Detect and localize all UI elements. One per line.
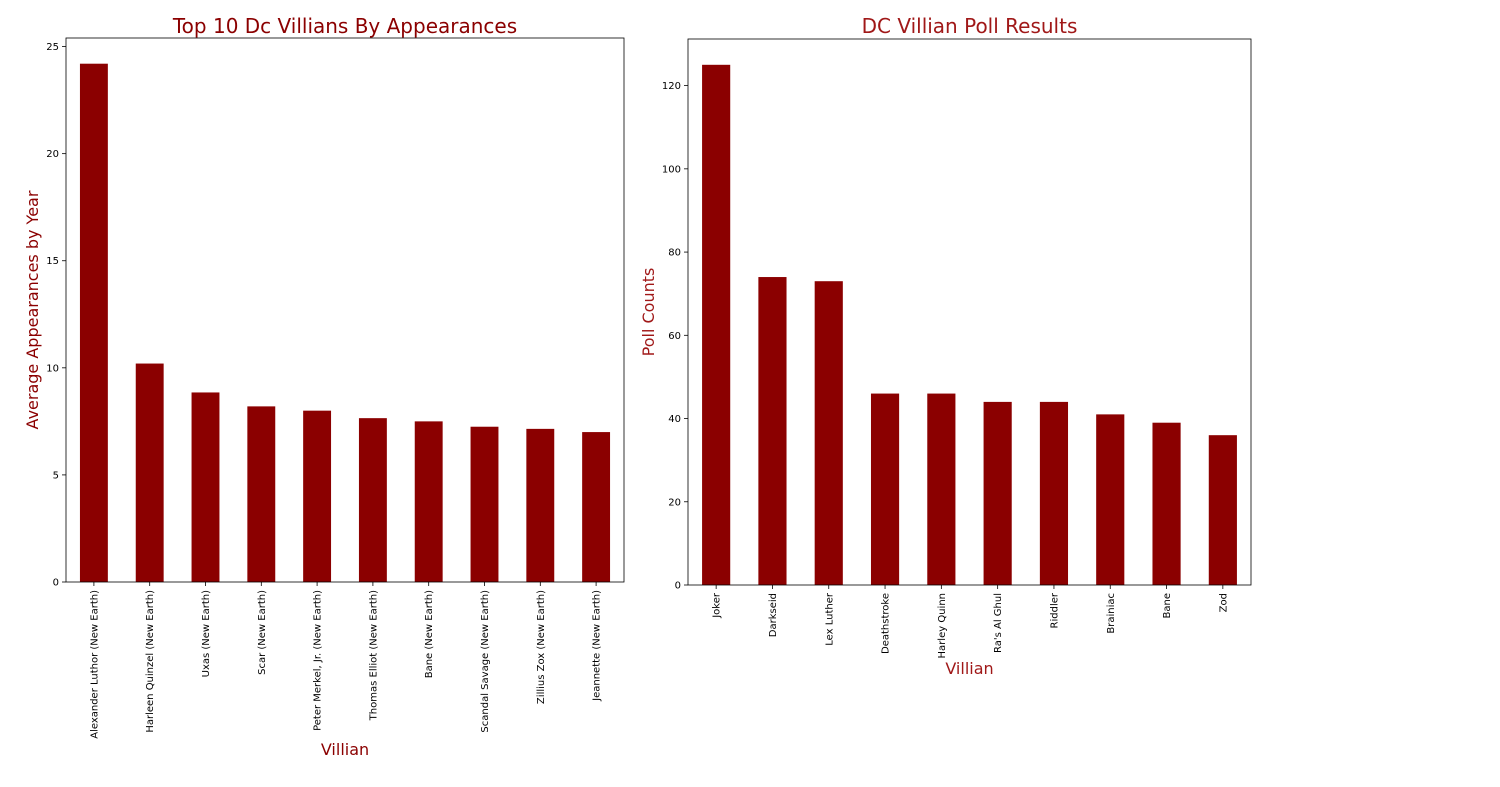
plot-frame xyxy=(687,38,1252,586)
chart-title: DC Villian Poll Results xyxy=(862,14,1078,38)
bar xyxy=(79,63,108,582)
bar xyxy=(526,428,555,582)
y-tick-label: 20 xyxy=(668,497,681,508)
y-axis-title: Average Appearances by Year xyxy=(23,190,42,429)
y-tick-label: 20 xyxy=(46,149,59,160)
x-tick-label: Bane (New Earth) xyxy=(424,590,435,678)
bar xyxy=(1208,435,1237,585)
y-tick-label: 80 xyxy=(668,248,681,259)
bar xyxy=(582,432,611,582)
bar xyxy=(1096,414,1125,585)
y-axis-title: Poll Counts xyxy=(639,268,658,357)
bar xyxy=(927,393,956,585)
x-tick-label: Deathstroke xyxy=(881,593,892,654)
x-tick-label: Lex Luther xyxy=(824,592,835,646)
bar xyxy=(983,401,1012,585)
x-tick-label: Bane xyxy=(1162,593,1173,618)
x-tick-label: Zillius Zox (New Earth) xyxy=(536,590,547,704)
plot-frame xyxy=(65,37,625,583)
bar xyxy=(135,363,164,582)
x-tick-label: Jeannette (New Earth) xyxy=(592,590,603,702)
x-tick-label: Scar (New Earth) xyxy=(257,590,268,675)
bar xyxy=(814,281,843,585)
bar xyxy=(470,426,499,582)
x-tick-label: Scandal Savage (New Earth) xyxy=(480,590,491,733)
bar xyxy=(758,277,787,585)
bar xyxy=(702,64,731,586)
y-tick-label: 10 xyxy=(46,363,59,374)
y-tick-label: 60 xyxy=(668,331,681,342)
y-tick-label: 0 xyxy=(675,581,681,592)
y-tick-label: 100 xyxy=(662,164,681,175)
x-axis-title: Villian xyxy=(321,740,369,759)
x-tick-label: Brainiac xyxy=(1106,593,1117,634)
x-tick-label: Ra's Al Ghul xyxy=(993,593,1004,653)
x-tick-label: Zod xyxy=(1218,593,1229,612)
chart-1: Top 10 Dc Villians By Appearances 0 5 10 15 2… xyxy=(23,14,625,759)
bar xyxy=(1152,422,1181,585)
x-tick-label: Peter Merkel, Jr. (New Earth) xyxy=(313,590,324,731)
x-tick-label: Harley Quinn xyxy=(937,593,948,658)
x-tick-label: Riddler xyxy=(1049,592,1060,628)
x-tick-label: Uxas (New Earth) xyxy=(201,590,212,677)
bar xyxy=(191,392,220,582)
bar xyxy=(870,393,900,585)
bar xyxy=(1039,401,1069,585)
y-tick-label: 15 xyxy=(46,256,59,267)
y-tick-label: 5 xyxy=(53,470,59,481)
x-tick-label: Darkseid xyxy=(768,593,779,637)
y-tick-label: 40 xyxy=(668,414,681,425)
x-axis-title: Villian xyxy=(945,659,993,678)
x-tick-label: Joker xyxy=(712,592,723,619)
x-tick-label: Harleen Quinzel (New Earth) xyxy=(145,590,156,733)
x-tick-label: Alexander Luthor (New Earth) xyxy=(89,590,100,739)
y-tick-label: 120 xyxy=(662,81,681,92)
bar xyxy=(358,418,387,582)
y-tick-label: 0 xyxy=(53,578,59,589)
chart-title: Top 10 Dc Villians By Appearances xyxy=(172,14,517,38)
y-tick-label: 25 xyxy=(46,42,59,53)
bar xyxy=(414,421,443,582)
bar xyxy=(303,410,332,582)
chart-2: DC Villian Poll Results 0 20 40 60 80 100 120 Jo… xyxy=(639,14,1252,678)
bar xyxy=(247,406,276,582)
x-tick-label: Thomas Elliot (New Earth) xyxy=(368,590,379,721)
